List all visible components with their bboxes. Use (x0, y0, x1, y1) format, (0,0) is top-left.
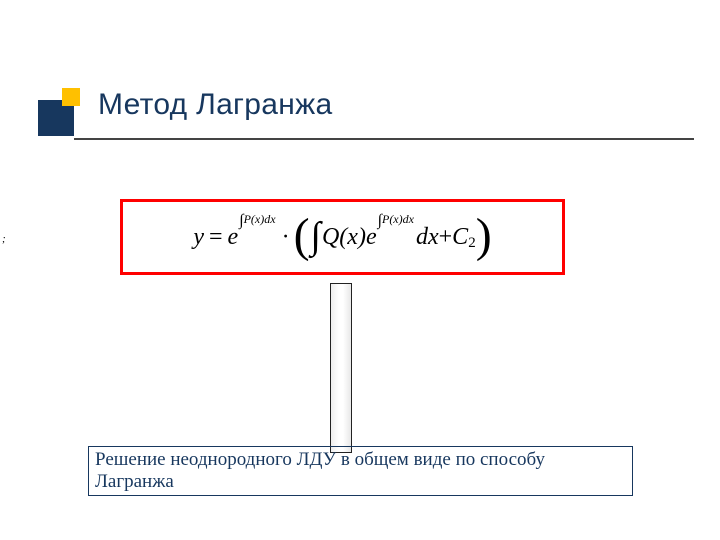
formula-Q: Q(x) (322, 224, 366, 251)
formula-exp2-body: P(x)dx (382, 212, 414, 226)
slide-title: Метод Лагранжа (98, 88, 333, 122)
formula-exp1-body: P(x)dx (244, 212, 276, 226)
formula-C: C (452, 224, 468, 251)
connector-pillar (330, 283, 352, 453)
formula-plus: + (439, 224, 453, 251)
caption-text: Решение неоднородного ЛДУ в общем виде п… (95, 449, 545, 492)
title-underline (74, 138, 694, 140)
formula-e2: e (366, 224, 377, 251)
formula-equals: = (209, 224, 223, 251)
formula-C-sub: 2 (468, 235, 476, 252)
formula-exp1: ∫P(x)dx (239, 212, 275, 230)
formula-lhs: y (193, 224, 204, 251)
lagrange-formula: y = e ∫P(x)dx · ( ∫ Q(x) e ∫P(x)dx dx + … (193, 224, 491, 251)
deco-square-yellow (62, 88, 80, 106)
formula-dot: · (282, 224, 290, 251)
caption-box: Решение неоднородного ЛДУ в общем виде п… (88, 446, 633, 496)
formula-dx: dx (416, 224, 439, 251)
formula-e1: e (228, 224, 239, 251)
stray-semicolon: ; (2, 233, 6, 245)
formula-exp2: ∫P(x)dx (378, 212, 414, 230)
title-bullet-decoration (38, 88, 92, 142)
formula-box: y = e ∫P(x)dx · ( ∫ Q(x) e ∫P(x)dx dx + … (120, 199, 565, 275)
